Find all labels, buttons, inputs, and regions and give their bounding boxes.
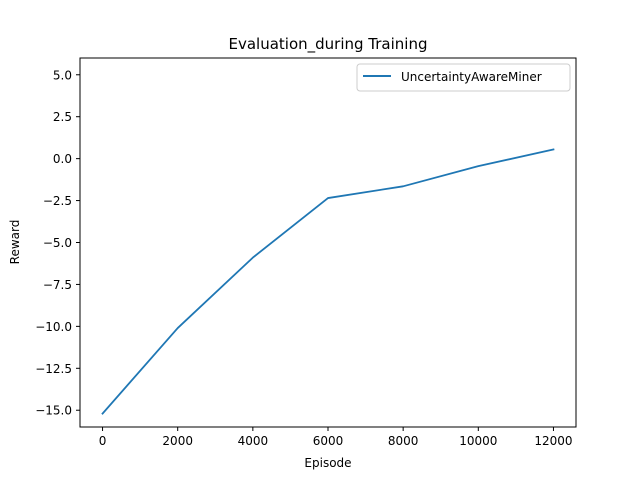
y-tick-label: −15.0 (35, 404, 72, 418)
y-tick-label: 0.0 (53, 152, 72, 166)
series-layer (101, 148, 555, 415)
x-tick-label: 12000 (534, 434, 572, 448)
y-axis-ticks: 5.0 2.5 0.0 −2.5 −5.0 −7.5 −10.0 −12.5 −15.0 (35, 68, 80, 418)
x-tick-label: 10000 (459, 434, 497, 448)
y-tick-label: 2.5 (53, 110, 72, 124)
x-axis-ticks: 0 2000 4000 6000 8000 10000 12000 (99, 427, 573, 448)
y-tick-label: −7.5 (43, 278, 72, 292)
x-axis-label: Episode (304, 456, 351, 470)
y-axis-label: Reward (8, 220, 22, 265)
x-tick-label: 4000 (238, 434, 269, 448)
x-tick-label: 8000 (388, 434, 419, 448)
x-tick-label: 6000 (313, 434, 344, 448)
y-tick-label: −2.5 (43, 194, 72, 208)
y-tick-label: −12.5 (35, 362, 72, 376)
legend-label-uncertaintyawareminer: UncertaintyAwareMiner (401, 70, 542, 84)
x-tick-label: 0 (99, 434, 107, 448)
y-tick-label: −5.0 (43, 236, 72, 250)
y-tick-label: −10.0 (35, 320, 72, 334)
y-tick-label: 5.0 (53, 68, 72, 82)
chart-legend: UncertaintyAwareMiner (356, 63, 571, 92)
chart-title: Evaluation_during Training (229, 35, 428, 54)
legend-box (356, 63, 571, 92)
x-tick-label: 2000 (162, 434, 193, 448)
